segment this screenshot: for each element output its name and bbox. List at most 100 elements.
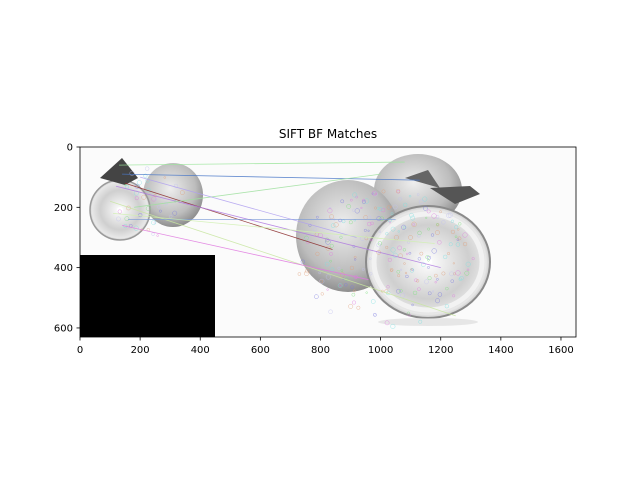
keypoint-marker xyxy=(441,220,446,225)
chart-title: SIFT BF Matches xyxy=(279,127,377,141)
keypoint-marker xyxy=(163,176,167,179)
keypoint-marker xyxy=(143,173,148,178)
keypoint-marker xyxy=(337,266,341,270)
keypoint-marker xyxy=(369,257,372,260)
keypoint-marker xyxy=(427,291,432,296)
keypoint-marker xyxy=(145,166,150,171)
keypoint-marker xyxy=(417,287,421,292)
x-tick-label: 1000 xyxy=(368,345,393,356)
keypoint-marker xyxy=(362,198,366,202)
keypoint-marker xyxy=(300,259,305,264)
match-line xyxy=(109,200,456,317)
keypoint-marker xyxy=(158,209,162,213)
keypoint-marker xyxy=(405,274,409,279)
keypoint-marker xyxy=(329,259,332,263)
keypoint-marker xyxy=(369,238,373,242)
y-tick-label: 200 xyxy=(54,203,73,214)
keypoint-marker xyxy=(454,235,458,239)
keypoint-marker xyxy=(304,270,310,277)
keypoint-marker xyxy=(363,228,367,232)
keypoint-marker xyxy=(356,305,361,310)
keypoint-marker xyxy=(367,229,370,232)
keypoint-marker xyxy=(370,221,374,226)
y-axis: 0 200 400 600 xyxy=(54,143,80,334)
keypoint-marker xyxy=(376,242,381,248)
keypoint-marker xyxy=(419,251,424,256)
keypoint-marker xyxy=(427,227,431,231)
keypoint-marker xyxy=(370,299,376,304)
x-tick-label: 1600 xyxy=(548,345,573,356)
keypoint-marker xyxy=(439,210,442,214)
keypoint-marker xyxy=(327,208,333,214)
keypoint-marker xyxy=(337,283,343,288)
keypoint-marker xyxy=(388,221,391,224)
keypoint-marker xyxy=(424,279,429,285)
keypoint-marker xyxy=(371,190,377,196)
y-tick-label: 600 xyxy=(54,323,73,334)
keypoint-marker xyxy=(304,237,310,243)
keypoint-marker xyxy=(431,248,437,254)
keypoint-marker xyxy=(340,199,345,204)
keypoint-marker xyxy=(418,199,424,205)
keypoint-marker xyxy=(339,284,342,287)
keypoint-marker xyxy=(339,235,343,239)
keypoint-marker xyxy=(443,254,448,260)
keypoint-marker xyxy=(447,252,451,256)
keypoint-marker xyxy=(411,303,414,307)
keypoint-marker xyxy=(466,268,470,272)
left-black-region xyxy=(80,255,215,337)
keypoint-marker xyxy=(406,252,409,256)
keypoint-marker xyxy=(435,298,441,304)
keypoint-marker xyxy=(329,207,332,210)
keypoint-marker xyxy=(396,269,401,274)
keypoint-marker xyxy=(325,274,331,280)
keypoint-marker xyxy=(427,259,430,262)
keypoint-marker xyxy=(151,196,157,202)
keypoint-marker xyxy=(452,262,455,265)
keypoint-marker xyxy=(456,228,460,231)
keypoint-marker xyxy=(436,223,439,226)
keypoint-marker xyxy=(314,294,319,299)
keypoint-marker xyxy=(374,206,377,210)
keypoint-marker xyxy=(422,196,428,202)
keypoint-marker xyxy=(404,271,408,275)
keypoint-marker xyxy=(324,261,330,267)
x-tick-label: 0 xyxy=(77,345,83,356)
keypoint-marker xyxy=(454,225,459,230)
keypoint-marker xyxy=(403,262,406,265)
x-tick-label: 1200 xyxy=(428,345,453,356)
x-tick-label: 800 xyxy=(311,345,330,356)
keypoint-marker xyxy=(352,208,356,213)
keypoint-marker xyxy=(390,269,393,272)
keypoint-marker xyxy=(354,208,360,214)
keypoint-marker xyxy=(117,209,122,214)
match-line xyxy=(124,182,333,250)
keypoint-marker xyxy=(445,286,449,291)
keypoint-marker xyxy=(434,280,437,284)
keypoint-marker xyxy=(124,216,130,222)
keypoint-marker xyxy=(452,294,456,298)
match-lines xyxy=(109,161,456,317)
keypoint-marker xyxy=(411,221,417,227)
keypoint-marker xyxy=(441,271,446,276)
keypoint-marker xyxy=(338,218,342,223)
keypoint-marker xyxy=(349,198,353,202)
keypoint-marker xyxy=(312,227,317,232)
keypoint-marker xyxy=(315,215,319,219)
keypoint-marker xyxy=(328,309,333,314)
keypoint-marker xyxy=(386,285,390,289)
keypoint-marker xyxy=(364,198,370,204)
keypoint-marker xyxy=(129,170,135,176)
keypoint-marker xyxy=(448,242,453,247)
keypoint-marker xyxy=(361,268,365,271)
keypoint-marker xyxy=(315,251,320,256)
keypoint-marker xyxy=(434,230,440,236)
x-tick-label: 1400 xyxy=(488,345,513,356)
keypoint-marker xyxy=(380,207,386,213)
keypoint-marker xyxy=(361,199,366,204)
keypoint-marker xyxy=(398,197,402,201)
keypoint-marker xyxy=(385,232,389,236)
keypoint-marker xyxy=(379,216,384,221)
keypoint-marker xyxy=(141,194,147,200)
match-line xyxy=(113,212,435,244)
